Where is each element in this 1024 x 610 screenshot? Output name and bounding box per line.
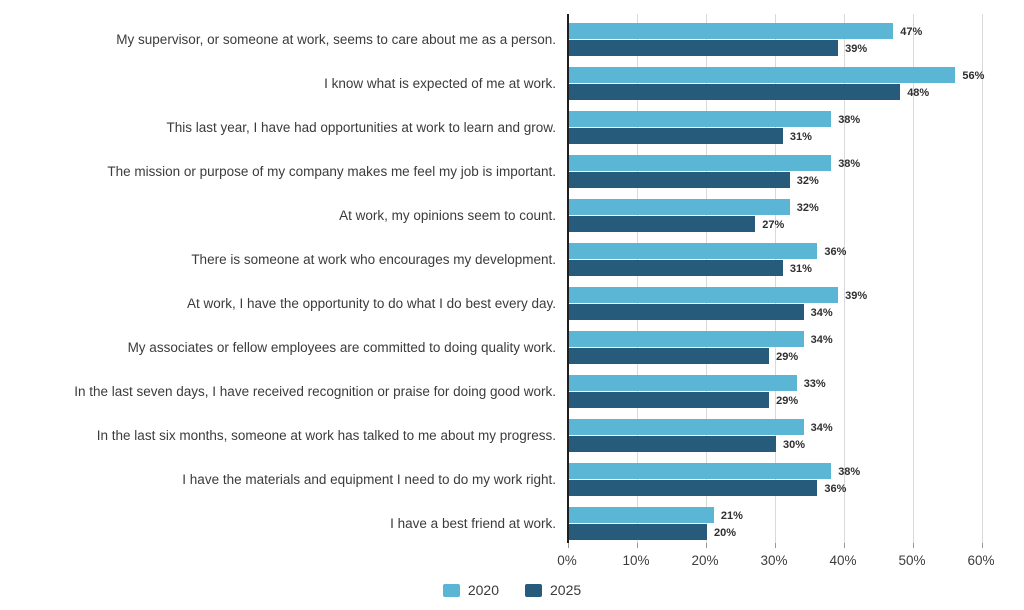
value-label: 36% <box>824 482 847 495</box>
category-label: My associates or fellow employees are co… <box>127 339 556 355</box>
category-label: In the last six months, someone at work … <box>96 427 556 443</box>
category-label: This last year, I have had opportunities… <box>166 119 556 135</box>
legend-swatch-2020 <box>442 583 460 597</box>
bar-2020 <box>569 23 894 39</box>
tick-mark <box>775 543 776 548</box>
value-label: 30% <box>783 438 806 451</box>
value-label: 34% <box>810 421 833 434</box>
bar-2025 <box>569 40 839 56</box>
bar-2025 <box>569 216 756 232</box>
category-label: My supervisor, or someone at work, seems… <box>116 31 556 47</box>
value-label: 56% <box>962 69 985 82</box>
bar-2020 <box>569 463 832 479</box>
x-tick-label: 0% <box>557 553 577 568</box>
tick-mark <box>568 543 569 548</box>
legend-item-2020: 2020 <box>442 582 499 598</box>
bar-2020 <box>569 243 818 259</box>
value-label: 39% <box>845 289 868 302</box>
x-tick-label: 10% <box>622 553 650 568</box>
grid-line <box>982 14 983 543</box>
legend-label-2020: 2020 <box>467 582 499 598</box>
category-label: I know what is expected of me at work. <box>324 75 556 91</box>
value-label: 29% <box>776 350 799 363</box>
bar-2025 <box>569 260 783 276</box>
bar-2020 <box>569 111 832 127</box>
value-label: 29% <box>776 394 799 407</box>
grid-line <box>637 14 638 543</box>
bar-2020 <box>569 67 956 83</box>
value-label: 31% <box>789 130 812 143</box>
value-label: 33% <box>803 377 826 390</box>
value-label: 31% <box>789 262 812 275</box>
x-tick-label: 50% <box>898 553 926 568</box>
value-label: 32% <box>796 174 819 187</box>
bar-2025 <box>569 392 770 408</box>
bar-2020 <box>569 287 839 303</box>
category-label: The mission or purpose of my company mak… <box>107 163 556 179</box>
category-label: I have the materials and equipment I nee… <box>182 471 556 487</box>
bar-2025 <box>569 348 770 364</box>
category-label: At work, I have the opportunity to do wh… <box>187 295 556 311</box>
bar-2025 <box>569 128 783 144</box>
grid-line <box>844 14 845 543</box>
tick-mark <box>982 543 983 548</box>
grid-line <box>706 14 707 543</box>
bar-2025 <box>569 436 776 452</box>
bar-2020 <box>569 155 832 171</box>
x-tick-label: 20% <box>691 553 719 568</box>
grid-line <box>775 14 776 543</box>
plot-area: 47% 39% 56% 48% 38% 31% 38% 32% 32% 27% 36% 31% 39% 3… <box>567 14 985 548</box>
bar-2020 <box>569 199 790 215</box>
category-label: In the last seven days, I have received … <box>74 383 556 399</box>
x-tick-label: 30% <box>760 553 788 568</box>
legend-swatch-2025 <box>525 583 542 597</box>
bar-2020 <box>569 507 714 523</box>
value-label: 38% <box>838 157 861 170</box>
bar-2025 <box>569 304 804 320</box>
grid-line <box>913 14 914 543</box>
tick-mark <box>844 543 845 548</box>
value-label: 20% <box>714 526 737 539</box>
bar-2025 <box>569 84 901 100</box>
legend-item-2025: 2025 <box>525 582 581 598</box>
value-label: 39% <box>845 42 868 55</box>
bar-2020 <box>569 375 797 391</box>
legend-label-2025: 2025 <box>550 582 582 598</box>
bar-2020 <box>569 331 804 347</box>
x-tick-label: 40% <box>829 553 857 568</box>
legend: 2020 2025 <box>0 582 1024 598</box>
value-label: 34% <box>810 333 833 346</box>
bar-2025 <box>569 480 818 496</box>
value-label: 21% <box>720 509 743 522</box>
tick-mark <box>637 543 638 548</box>
value-label: 38% <box>838 113 861 126</box>
value-label: 48% <box>907 86 930 99</box>
value-label: 27% <box>762 218 785 231</box>
bar-2025 <box>569 172 790 188</box>
value-label: 36% <box>824 245 847 258</box>
category-label: At work, my opinions seem to count. <box>339 207 556 223</box>
category-label: I have a best friend at work. <box>390 515 556 531</box>
value-label: 34% <box>810 306 833 319</box>
tick-mark <box>706 543 707 548</box>
bar-2025 <box>569 524 707 540</box>
bar-2020 <box>569 419 804 435</box>
value-label: 47% <box>900 25 923 38</box>
category-label: There is someone at work who encourages … <box>191 251 556 267</box>
value-label: 32% <box>796 201 819 214</box>
x-tick-label: 60% <box>967 553 995 568</box>
tick-mark <box>913 543 914 548</box>
value-label: 38% <box>838 465 861 478</box>
